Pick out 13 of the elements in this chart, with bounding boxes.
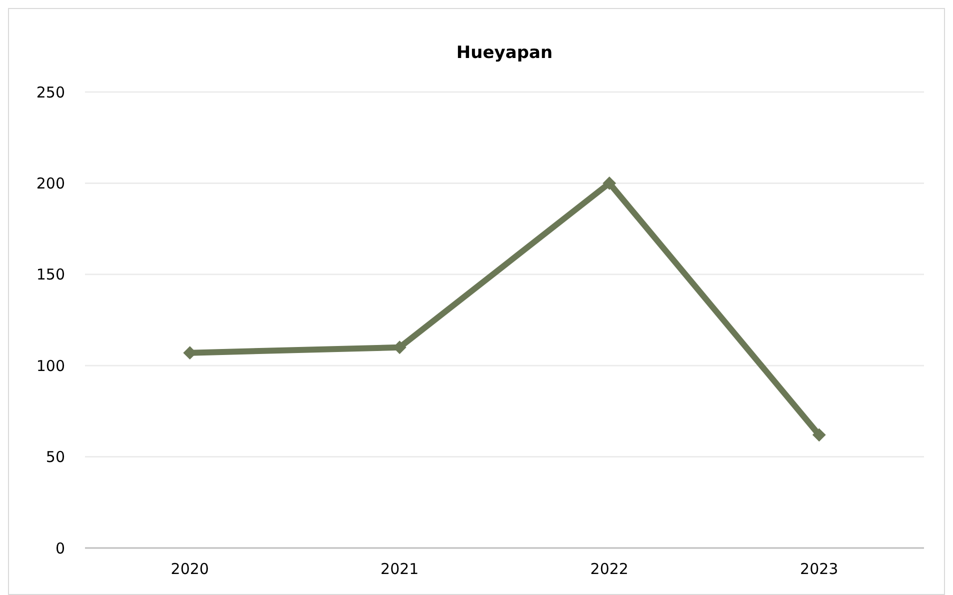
y-tick-label: 250 xyxy=(36,83,65,102)
y-tick-label: 50 xyxy=(46,448,65,466)
y-tick-label: 0 xyxy=(55,539,65,558)
x-tick-label: 2022 xyxy=(590,560,628,578)
point xyxy=(812,428,826,442)
chart-title: Hueyapan xyxy=(456,43,553,63)
point xyxy=(602,176,616,190)
y-tick-label: 100 xyxy=(36,356,65,375)
y-tick-label: 200 xyxy=(36,174,65,192)
x-tick-label: 2023 xyxy=(800,560,838,578)
x-tick-label: 2021 xyxy=(380,560,419,578)
x-tick-label: 2020 xyxy=(170,560,209,578)
y-tick-label: 150 xyxy=(36,266,65,284)
